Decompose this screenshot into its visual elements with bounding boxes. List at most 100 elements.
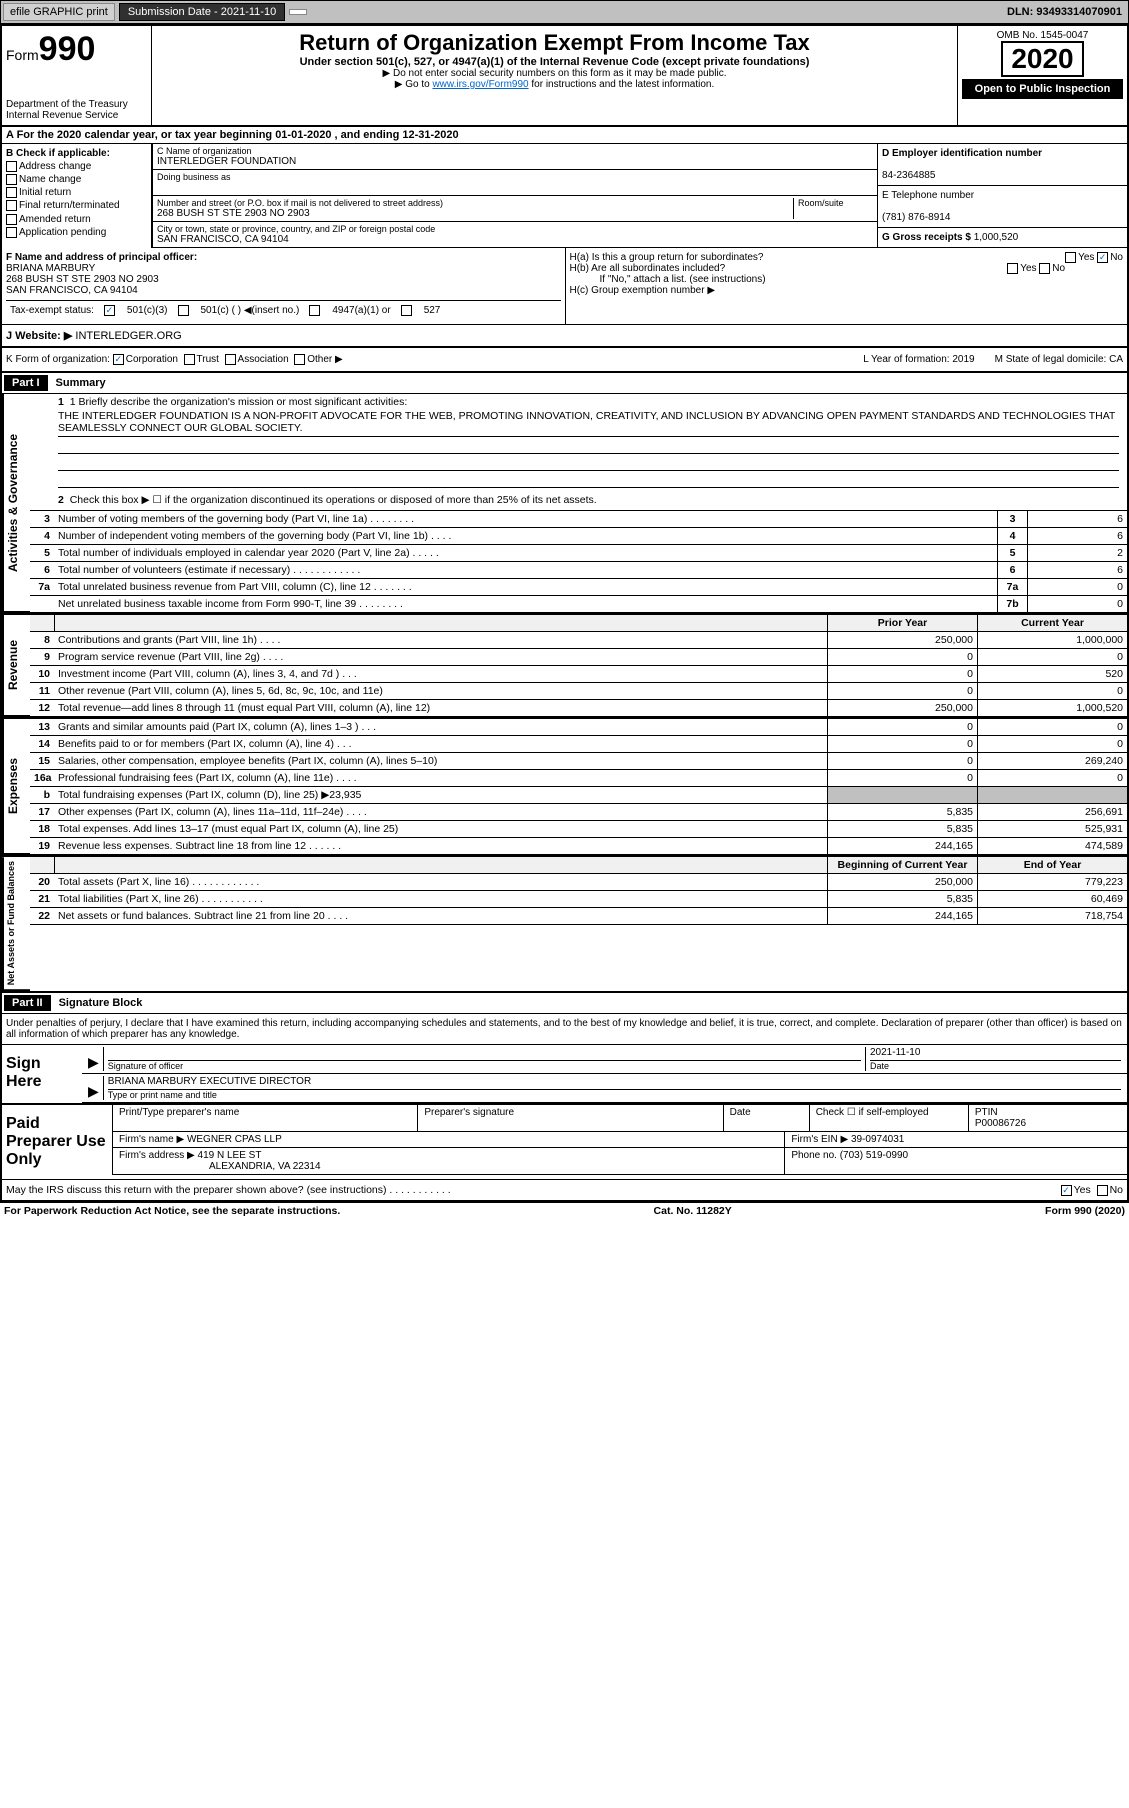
irs: Internal Revenue Service bbox=[6, 110, 147, 121]
fin-line: 20Total assets (Part X, line 16) . . . .… bbox=[30, 874, 1127, 891]
hb-no[interactable] bbox=[1039, 263, 1050, 274]
efile-button[interactable]: efile GRAPHIC print bbox=[3, 3, 115, 21]
mission-label: 1 1 Briefly describe the organization's … bbox=[58, 396, 1119, 408]
form-container: Form990 Department of the Treasury Inter… bbox=[0, 24, 1129, 1202]
ein: 84-2364885 bbox=[882, 170, 935, 181]
state-domicile: M State of legal domicile: CA bbox=[995, 354, 1123, 365]
paid-preparer: Paid Preparer Use Only Print/Type prepar… bbox=[2, 1103, 1127, 1179]
year-formation: L Year of formation: 2019 bbox=[863, 354, 974, 365]
k-assoc[interactable] bbox=[225, 354, 236, 365]
section-c: C Name of organizationINTERLEDGER FOUNDA… bbox=[152, 144, 877, 248]
check-501c3[interactable] bbox=[104, 305, 115, 316]
line-2: 2 Check this box ▶ ☐ if the organization… bbox=[30, 490, 1127, 511]
fin-line: 22Net assets or fund balances. Subtract … bbox=[30, 908, 1127, 925]
website-url: INTERLEDGER.ORG bbox=[75, 330, 181, 342]
fin-line: 12Total revenue—add lines 8 through 11 (… bbox=[30, 700, 1127, 717]
firm-ein: 39-0974031 bbox=[851, 1134, 904, 1145]
line-6: 6Total number of volunteers (estimate if… bbox=[30, 562, 1127, 579]
firm-phone: (703) 519-0990 bbox=[840, 1150, 908, 1161]
officer-name: BRIANA MARBURY EXECUTIVE DIRECTOR bbox=[108, 1076, 1121, 1090]
netasset-lines: Beginning of Current YearEnd of Year 20T… bbox=[30, 857, 1127, 991]
form-title: Return of Organization Exempt From Incom… bbox=[156, 30, 953, 56]
k-other[interactable] bbox=[294, 354, 305, 365]
fin-line: 18Total expenses. Add lines 13–17 (must … bbox=[30, 821, 1127, 838]
check-final[interactable] bbox=[6, 200, 17, 211]
part1-header: Part ISummary bbox=[2, 373, 1127, 394]
line-4: 4Number of independent voting members of… bbox=[30, 528, 1127, 545]
row-a: A For the 2020 calendar year, or tax yea… bbox=[2, 127, 1127, 144]
expense-lines: 13Grants and similar amounts paid (Part … bbox=[30, 719, 1127, 855]
check-addr[interactable] bbox=[6, 161, 17, 172]
ptin: P00086726 bbox=[975, 1118, 1121, 1129]
mission-text: THE INTERLEDGER FOUNDATION IS A NON-PROF… bbox=[58, 408, 1119, 437]
hb-yes[interactable] bbox=[1007, 263, 1018, 274]
header: Form990 Department of the Treasury Inter… bbox=[2, 26, 1127, 127]
section-h: H(a) Is this a group return for subordin… bbox=[565, 248, 1128, 324]
check-amend[interactable] bbox=[6, 214, 17, 225]
section-b: B Check if applicable: Address change Na… bbox=[2, 144, 152, 248]
row-k: K Form of organization: Corporation Trus… bbox=[2, 348, 1127, 373]
fin-line: 21Total liabilities (Part X, line 26) . … bbox=[30, 891, 1127, 908]
arrow-icon: ▶ bbox=[88, 1083, 99, 1100]
check-name[interactable] bbox=[6, 174, 17, 185]
fin-line: 8Contributions and grants (Part VIII, li… bbox=[30, 632, 1127, 649]
discuss-yes[interactable] bbox=[1061, 1185, 1072, 1196]
form-ref: Form 990 (2020) bbox=[1045, 1205, 1125, 1217]
side-netassets: Net Assets or Fund Balances bbox=[2, 857, 30, 991]
firm-addr: 419 N LEE ST bbox=[198, 1150, 262, 1161]
irs-link[interactable]: www.irs.gov/Form990 bbox=[432, 79, 528, 90]
side-revenue: Revenue bbox=[2, 615, 30, 717]
gross-receipts: 1,000,520 bbox=[974, 232, 1019, 243]
k-corp[interactable] bbox=[113, 354, 124, 365]
signature-declaration: Under penalties of perjury, I declare th… bbox=[2, 1014, 1127, 1045]
revenue-lines: Prior YearCurrent Year 8Contributions an… bbox=[30, 615, 1127, 717]
form-subtitle: Under section 501(c), 527, or 4947(a)(1)… bbox=[156, 56, 953, 68]
check-init[interactable] bbox=[6, 187, 17, 198]
row-f-h: F Name and address of principal officer:… bbox=[2, 248, 1127, 325]
fin-header: Prior YearCurrent Year bbox=[30, 615, 1127, 632]
website-row: J Website: ▶ INTERLEDGER.ORG bbox=[2, 325, 1127, 348]
entity-section: B Check if applicable: Address change Na… bbox=[2, 144, 1127, 248]
footer: For Paperwork Reduction Act Notice, see … bbox=[0, 1202, 1129, 1219]
fin-line: 16aProfessional fundraising fees (Part I… bbox=[30, 770, 1127, 787]
fin-line: 13Grants and similar amounts paid (Part … bbox=[30, 719, 1127, 736]
note-ssn: ▶ Do not enter social security numbers o… bbox=[156, 68, 953, 79]
check-527[interactable] bbox=[401, 305, 412, 316]
line-3: 3Number of voting members of the governi… bbox=[30, 511, 1127, 528]
cat-no: Cat. No. 11282Y bbox=[654, 1205, 732, 1217]
fin-line: 10Investment income (Part VIII, column (… bbox=[30, 666, 1127, 683]
fin-line: 14Benefits paid to or for members (Part … bbox=[30, 736, 1127, 753]
submission-date: Submission Date - 2021-11-10 bbox=[119, 3, 285, 21]
discuss-no[interactable] bbox=[1097, 1185, 1108, 1196]
fin-line: 15Salaries, other compensation, employee… bbox=[30, 753, 1127, 770]
arrow-icon: ▶ bbox=[88, 1054, 99, 1071]
governance-lines: 1 1 Briefly describe the organization's … bbox=[30, 394, 1127, 613]
note-link: ▶ Go to www.irs.gov/Form990 for instruct… bbox=[156, 79, 953, 90]
discuss-question: May the IRS discuss this return with the… bbox=[2, 1179, 1127, 1200]
date-field bbox=[289, 9, 307, 15]
na-header: Beginning of Current YearEnd of Year bbox=[30, 857, 1127, 874]
check-app[interactable] bbox=[6, 227, 17, 238]
check-501c[interactable] bbox=[178, 305, 189, 316]
form-number: Form990 bbox=[6, 30, 147, 69]
fin-line: bTotal fundraising expenses (Part IX, co… bbox=[30, 787, 1127, 804]
dept: Department of the Treasury bbox=[6, 99, 147, 110]
fin-line: 9Program service revenue (Part VIII, lin… bbox=[30, 649, 1127, 666]
topbar: efile GRAPHIC print Submission Date - 20… bbox=[0, 0, 1129, 24]
dln: DLN: 93493314070901 bbox=[1007, 6, 1122, 18]
line-7a: 7aTotal unrelated business revenue from … bbox=[30, 579, 1127, 596]
ha-yes[interactable] bbox=[1065, 252, 1076, 263]
check-4947[interactable] bbox=[309, 305, 320, 316]
line-5: 5Total number of individuals employed in… bbox=[30, 545, 1127, 562]
fin-line: 17Other expenses (Part IX, column (A), l… bbox=[30, 804, 1127, 821]
part2-header: Part IISignature Block bbox=[2, 993, 1127, 1014]
sig-date: 2021-11-10 bbox=[870, 1047, 1121, 1061]
section-d-e-g: D Employer identification number84-23648… bbox=[877, 144, 1127, 248]
firm-name: WEGNER CPAS LLP bbox=[187, 1134, 282, 1145]
ha-no[interactable] bbox=[1097, 252, 1108, 263]
sign-here: Sign Here ▶ Signature of officer 2021-11… bbox=[2, 1045, 1127, 1103]
fin-line: 11Other revenue (Part VIII, column (A), … bbox=[30, 683, 1127, 700]
phone: (781) 876-8914 bbox=[882, 212, 950, 223]
section-f: F Name and address of principal officer:… bbox=[2, 248, 565, 324]
k-trust[interactable] bbox=[184, 354, 195, 365]
